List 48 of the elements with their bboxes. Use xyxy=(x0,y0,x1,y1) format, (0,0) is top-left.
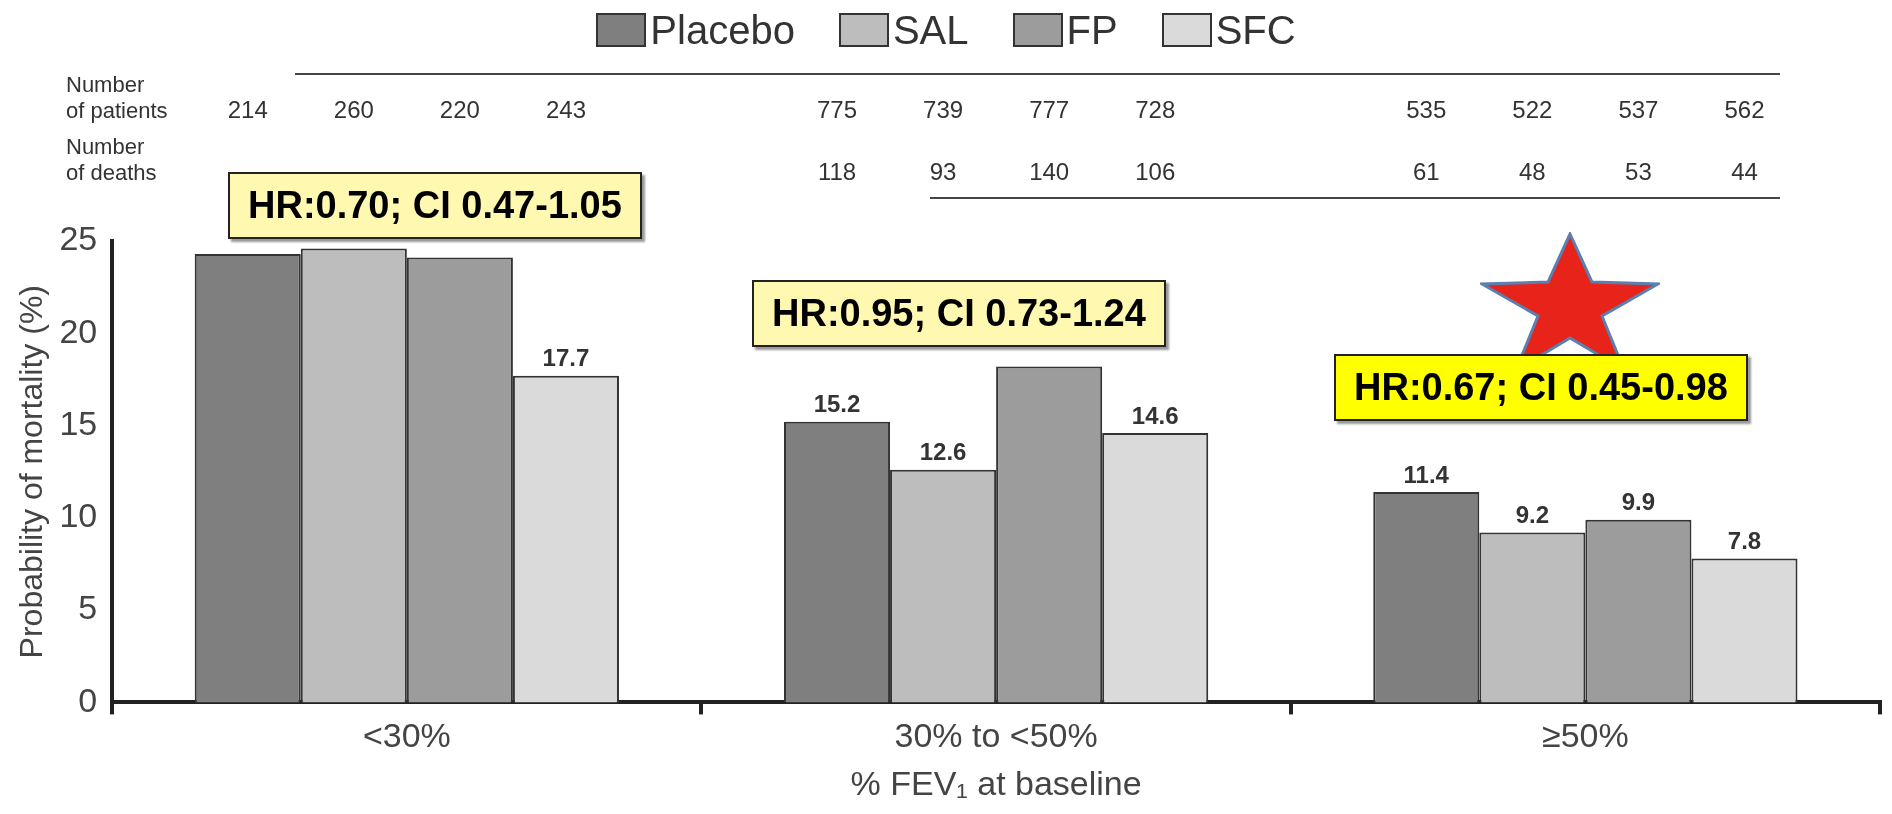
data-label: 11.4 xyxy=(1403,460,1450,488)
text: 106 xyxy=(1135,158,1176,185)
text: 260 xyxy=(333,96,374,123)
text: 93 xyxy=(929,158,957,185)
data-label: 9.9 xyxy=(1621,488,1656,516)
legend-label: FP xyxy=(1065,8,1118,53)
annotation: HR:0.67; CI 0.45-0.98 xyxy=(1334,354,1748,421)
x-axis-title: % FEV₁ at baseline xyxy=(850,763,1142,802)
data-label: 7.8 xyxy=(1727,527,1762,555)
legend-label: SFC xyxy=(1214,8,1296,53)
text: 728 xyxy=(1135,96,1176,123)
data-label: 14.6 xyxy=(1131,401,1179,429)
text: 53 xyxy=(1625,158,1652,185)
text: 61 xyxy=(1412,158,1440,185)
text: 140 xyxy=(1029,158,1070,185)
y-tick-label: 25 xyxy=(59,219,98,258)
data-label: 17.7 xyxy=(542,344,590,372)
y-tick-label: 5 xyxy=(78,588,98,627)
text: 522 xyxy=(1512,96,1553,123)
text: 220 xyxy=(439,96,480,123)
text: 44 xyxy=(1731,158,1758,185)
x-tick-label: 30% to <50% xyxy=(894,716,1098,755)
text: 535 xyxy=(1406,96,1447,123)
data-label: 12.6 xyxy=(919,438,967,466)
data-label: 9.2 xyxy=(1515,501,1550,529)
annotation: HR:0.95; CI 0.73-1.24 xyxy=(752,280,1166,347)
legend-label: SAL xyxy=(891,8,969,53)
data-label: 15.2 xyxy=(813,390,861,418)
text: 775 xyxy=(816,96,858,123)
text: 214 xyxy=(227,96,268,123)
legend-label: Placebo xyxy=(649,8,795,53)
y-tick-label: 10 xyxy=(59,496,98,535)
text: Number of deaths xyxy=(66,134,157,185)
text: 48 xyxy=(1518,158,1546,185)
y-tick-label: 0 xyxy=(78,680,98,719)
text: 739 xyxy=(923,96,964,123)
text: 118 xyxy=(817,158,857,185)
text: 243 xyxy=(545,96,586,123)
text: Number of patients xyxy=(66,72,168,123)
y-tick-label: 15 xyxy=(59,403,98,442)
y-axis-title: Probability of mortality (%) xyxy=(13,284,50,659)
text: 562 xyxy=(1724,96,1765,123)
x-tick-label: <30% xyxy=(362,716,451,755)
text: HR:0.70; CI 0.47-1.05 xyxy=(228,172,642,239)
y-tick-label: 20 xyxy=(59,311,98,350)
text: 537 xyxy=(1618,96,1659,123)
text: 777 xyxy=(1029,96,1070,123)
x-tick-label: ≥50% xyxy=(1542,716,1629,755)
